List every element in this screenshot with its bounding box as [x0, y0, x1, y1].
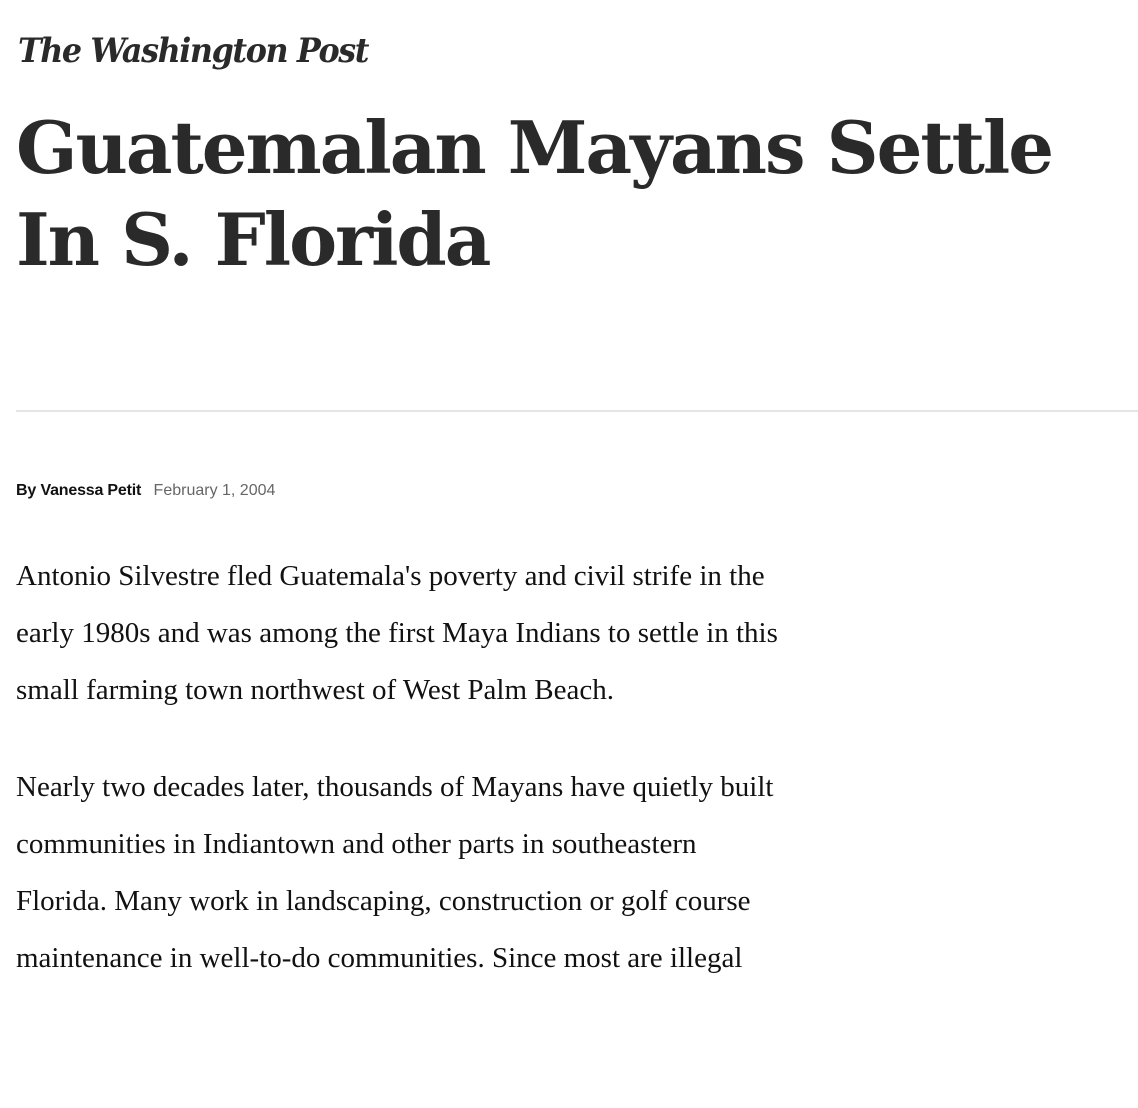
publish-date: February 1, 2004 [153, 482, 276, 499]
washington-post-logo: The Washington Post [18, 31, 371, 71]
byline: By Vanessa Petit February 1, 2004 [16, 480, 275, 502]
article-paragraph: Antonio Silvestre fled Guatemala's pover… [16, 560, 778, 706]
logo-wordmark: The Washington Post [18, 31, 370, 71]
masthead-logo[interactable]: The Washington Post [16, 24, 396, 76]
author-name[interactable]: Vanessa Petit [40, 482, 142, 499]
article-body: Antonio Silvestre fled Guatemala's pover… [16, 548, 786, 1027]
headline-divider [16, 410, 1138, 412]
byline-prefix: By [16, 482, 37, 499]
article-paragraph: Nearly two decades later, thousands of M… [16, 771, 774, 974]
article-headline: Guatemalan Mayans Settle In S. Florida [16, 105, 1054, 282]
